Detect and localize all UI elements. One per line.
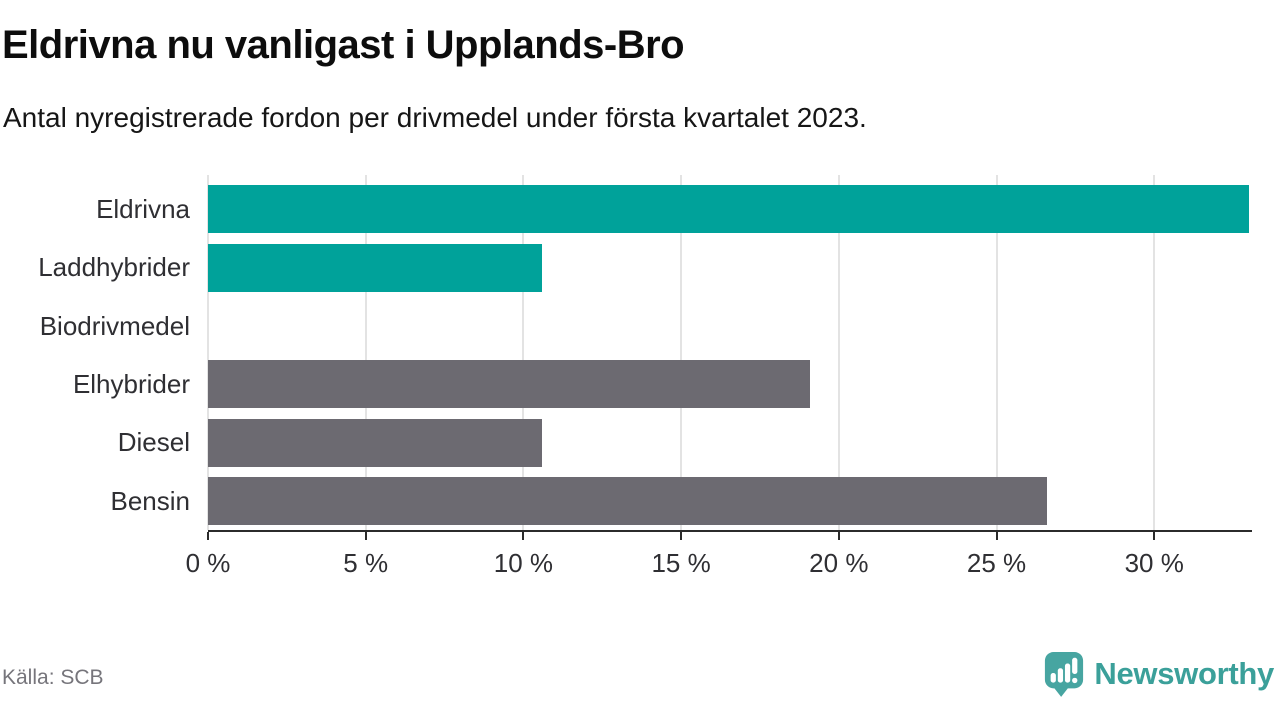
gridline-25 [995, 175, 998, 530]
category-axis: Eldrivna Laddhybrider Biodrivmedel Elhybrid… [0, 180, 190, 530]
gridline-20 [837, 175, 840, 530]
bar-eldrivna [208, 185, 1249, 234]
category-label-diesel: Diesel [117, 427, 190, 458]
newsworthy-logo-text: Newsworthy [1094, 656, 1274, 691]
newsworthy-logo-icon [1045, 652, 1084, 697]
x-tick-25 [995, 532, 998, 540]
gridline-15 [680, 175, 683, 530]
bar-bensin [208, 476, 1047, 525]
x-tick-label-30: 30 % [1124, 548, 1184, 578]
x-tick-15 [680, 532, 683, 540]
source-note: Källa: SCB [2, 666, 104, 689]
chart-subtitle: Antal nyregistrerade fordon per drivmede… [3, 102, 867, 133]
x-tick-label-20: 20 % [809, 548, 869, 578]
x-tick-label-15: 15 % [651, 548, 711, 578]
x-tick-label-5: 5 % [343, 548, 389, 578]
gridline-5 [364, 175, 367, 530]
x-tick-5 [364, 532, 367, 540]
x-tick-label-0: 0 % [185, 548, 231, 578]
category-label-laddhybrider: Laddhybrider [38, 252, 190, 283]
chart-title: Eldrivna nu vanligast i Upplands-Bro [2, 23, 685, 67]
x-tick-label-10: 10 % [493, 548, 554, 578]
category-label-bensin: Bensin [110, 485, 191, 516]
x-tick-10 [522, 532, 525, 540]
x-tick-20 [837, 532, 840, 540]
bar-laddhybrider [208, 243, 543, 292]
gridline-30 [1153, 175, 1156, 530]
x-tick-30 [1153, 532, 1156, 540]
x-tick-label-25: 25 % [966, 548, 1027, 578]
category-label-eldrivna: Eldrivna [96, 194, 190, 224]
gridline-10 [522, 175, 525, 530]
bar-diesel [208, 418, 543, 467]
category-label-elhybrider: Elhybrider [72, 368, 190, 399]
plot-area [207, 175, 1252, 532]
gridline-0 [207, 175, 209, 530]
category-label-biodrivmedel: Biodrivmedel [39, 310, 190, 341]
bar-elhybrider [208, 360, 811, 409]
x-tick-0 [207, 532, 209, 540]
newsworthy-logo: Newsworthy [1043, 650, 1274, 698]
